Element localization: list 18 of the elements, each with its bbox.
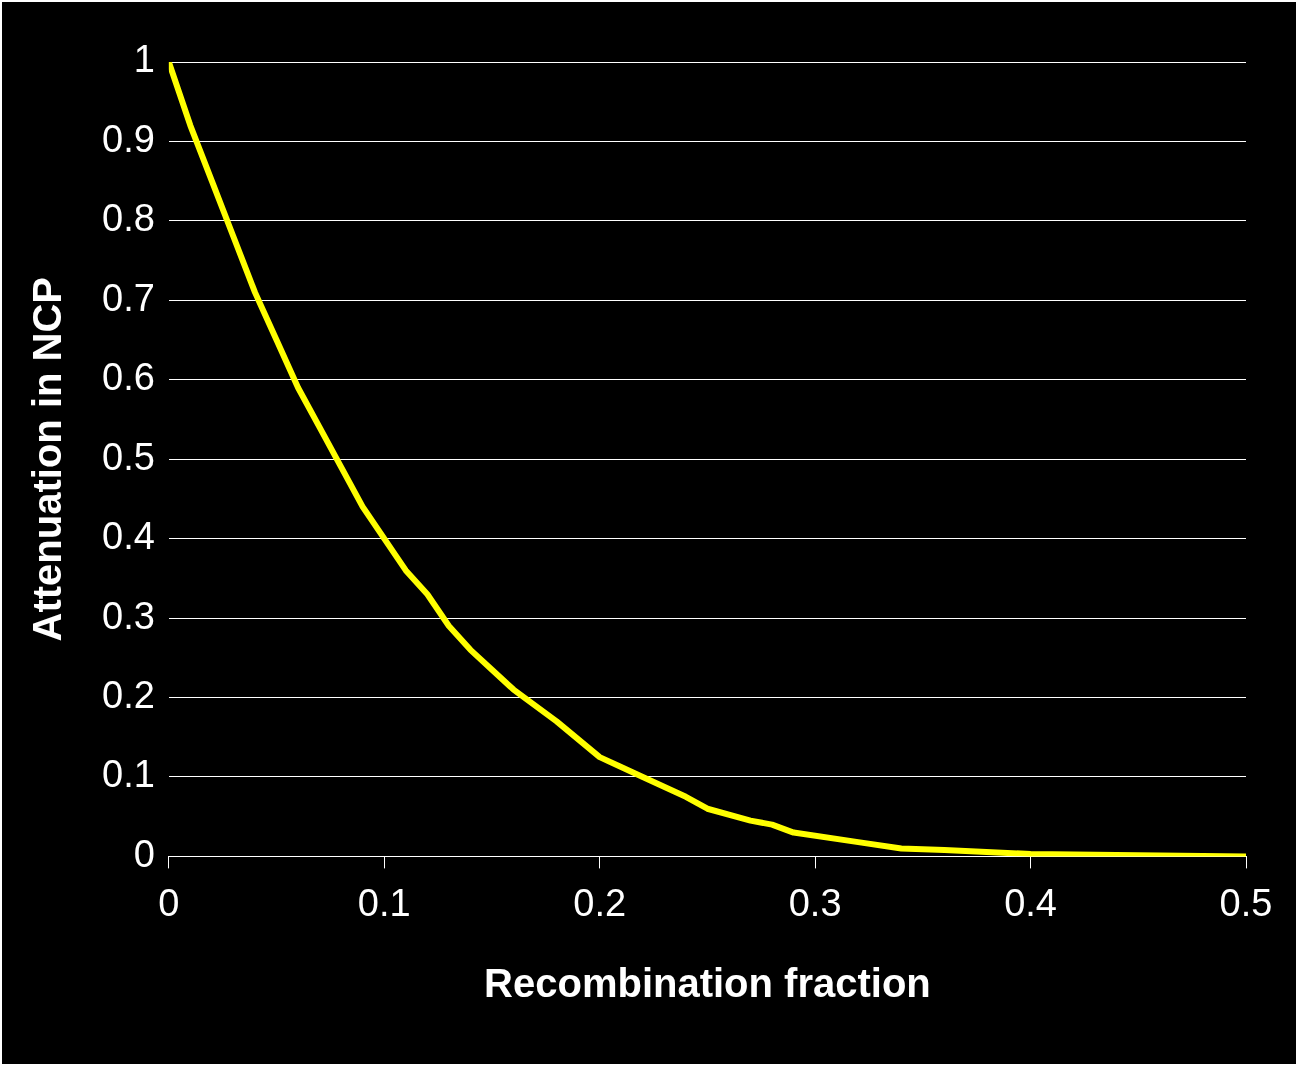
y-tick-label: 0.6	[102, 356, 155, 399]
y-tick-label: 0.3	[102, 594, 155, 637]
x-tick-label: 0.4	[1004, 881, 1057, 924]
x-axis-title: Recombination fraction	[484, 961, 931, 1006]
y-tick-label: 0.4	[102, 515, 155, 558]
y-tick-label: 0.8	[102, 197, 155, 240]
x-tick-label: 0.2	[573, 881, 627, 924]
y-tick-label: 0.1	[102, 753, 155, 796]
x-tick-label: 0.3	[788, 881, 842, 924]
y-axis-title: Attenuation in NCP	[25, 276, 70, 642]
y-tick-label: 0.7	[102, 276, 155, 319]
y-tick-label: 0.5	[102, 435, 155, 478]
x-tick-label: 0.5	[1219, 881, 1273, 924]
y-tick-label: 0	[133, 832, 155, 875]
x-tick-label: 0.1	[357, 881, 411, 924]
y-tick-label: 0.2	[102, 674, 155, 716]
y-tick-label: 1	[133, 38, 155, 81]
y-tick-label: 0.9	[102, 117, 155, 160]
